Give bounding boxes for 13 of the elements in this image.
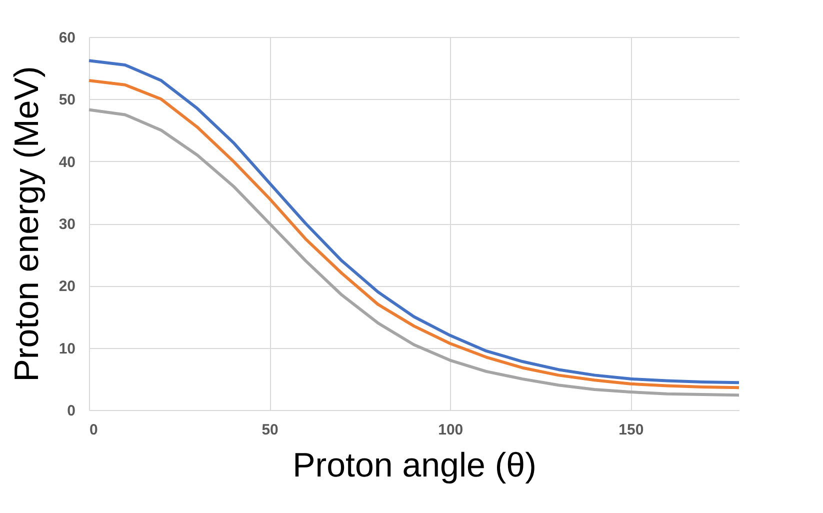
y-tick-label: 60 <box>58 30 76 46</box>
y-tick-label: 0 <box>67 402 76 420</box>
x-tick-label: 150 <box>618 422 644 438</box>
x-tick-label: 0 <box>90 422 98 438</box>
y-axis-title: Proton energy (MeV) <box>8 66 46 382</box>
x-axis-title: Proton angle (θ) <box>292 446 536 484</box>
y-tick-label: 10 <box>58 340 76 358</box>
y-tick-label: 30 <box>58 216 76 233</box>
x-tick-label: 50 <box>262 422 278 438</box>
x-tick-label: 100 <box>438 422 464 438</box>
y-tick-label: 40 <box>58 154 76 171</box>
y-tick-label: 50 <box>58 92 76 109</box>
y-tick-label: 20 <box>58 278 76 296</box>
